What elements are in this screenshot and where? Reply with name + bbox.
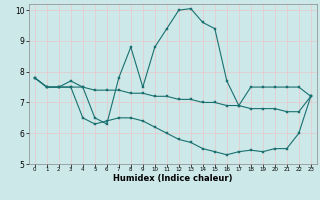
X-axis label: Humidex (Indice chaleur): Humidex (Indice chaleur) [113,174,233,183]
